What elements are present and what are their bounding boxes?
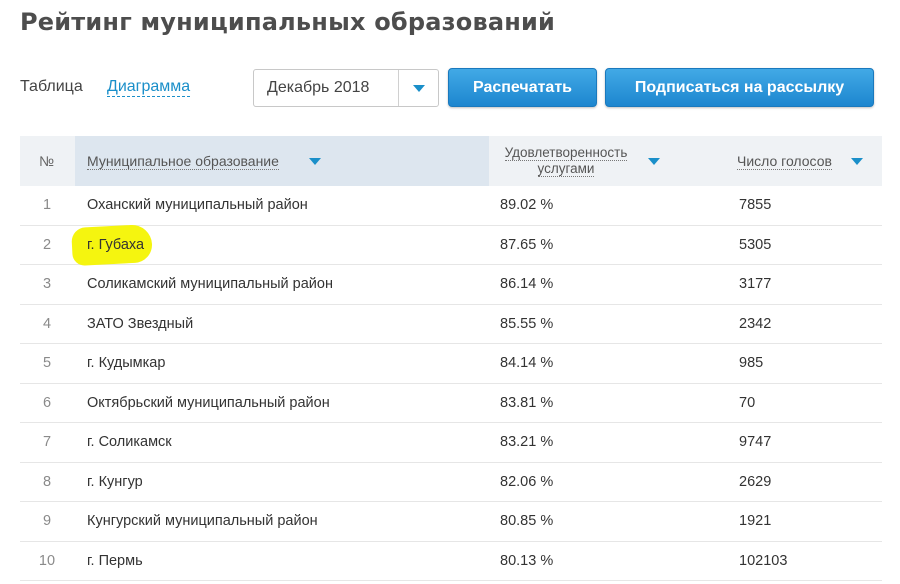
- row-satisfaction: 83.81 %: [500, 394, 554, 411]
- table-row[interactable]: 10 г. Пермь 80.13 % 102103: [20, 542, 882, 581]
- row-satisfaction: 87.65 %: [500, 236, 554, 253]
- row-rank: 6: [42, 394, 52, 411]
- table-view-label: Таблица: [20, 78, 83, 95]
- sort-arrow-icon: [309, 158, 321, 165]
- column-header-satisfaction-label-2: услугами: [537, 161, 595, 177]
- column-header-satisfaction[interactable]: Удовлетворенность услугами: [496, 145, 660, 177]
- row-rank: 7: [42, 434, 52, 450]
- row-satisfaction: 82.06 %: [500, 473, 554, 490]
- row-municipality: г. Губаха: [87, 236, 145, 253]
- table-header: № Муниципальное образование Удовлетворен…: [20, 136, 882, 186]
- row-municipality: г. Соликамск: [87, 434, 172, 450]
- row-votes: 9747: [739, 434, 772, 450]
- row-rank: 2: [42, 236, 52, 253]
- table-row[interactable]: 3 Соликамский муниципальный район 86.14 …: [20, 265, 882, 305]
- chart-view-link[interactable]: Диаграмма: [107, 78, 191, 97]
- sort-arrow-icon: [648, 158, 660, 165]
- column-header-votes-label: Число голосов: [737, 153, 832, 170]
- row-satisfaction: 86.14 %: [500, 276, 554, 292]
- row-satisfaction: 89.02 %: [500, 197, 554, 213]
- row-rank: 5: [42, 355, 52, 371]
- row-votes: 70: [739, 394, 756, 411]
- period-select[interactable]: Декабрь 2018: [253, 69, 439, 107]
- table-row[interactable]: 2 г. Губаха 87.65 % 5305: [20, 223, 882, 266]
- row-municipality: ЗАТО Звездный: [87, 315, 194, 332]
- rating-table: № Муниципальное образование Удовлетворен…: [20, 136, 882, 581]
- table-row[interactable]: 4 ЗАТО Звездный 85.55 % 2342: [20, 305, 882, 344]
- chevron-down-icon: [412, 84, 425, 92]
- print-button[interactable]: Распечатать: [448, 68, 597, 107]
- table-row[interactable]: 5 г. Кудымкар 84.14 % 985: [20, 344, 882, 384]
- column-header-num: №: [39, 153, 55, 169]
- row-rank: 9: [42, 513, 52, 529]
- column-header-name-label: Муниципальное образование: [87, 153, 279, 170]
- row-municipality: г. Пермь: [87, 552, 143, 569]
- row-satisfaction: 80.85 %: [500, 513, 554, 529]
- subscribe-button[interactable]: Подписаться на рассылку: [605, 68, 874, 107]
- row-votes: 985: [739, 355, 764, 371]
- row-municipality: Кунгурский муниципальный район: [87, 513, 318, 529]
- row-votes: 7855: [739, 197, 772, 213]
- period-select-toggle[interactable]: [398, 70, 438, 106]
- column-header-name[interactable]: Муниципальное образование: [87, 153, 321, 170]
- row-satisfaction: 83.21 %: [500, 434, 554, 450]
- row-votes: 5305: [739, 236, 772, 253]
- table-row[interactable]: 6 Октябрьский муниципальный район 83.81 …: [20, 384, 882, 423]
- column-header-satisfaction-label-1: Удовлетворенность: [504, 145, 628, 161]
- table-row[interactable]: 1 Оханский муниципальный район 89.02 % 7…: [20, 186, 882, 226]
- row-municipality: г. Кунгур: [87, 473, 143, 490]
- column-header-votes[interactable]: Число голосов: [737, 153, 863, 170]
- view-toggle: Таблица Диаграмма: [20, 78, 191, 97]
- table-row[interactable]: 8 г. Кунгур 82.06 % 2629: [20, 463, 882, 502]
- row-votes: 102103: [739, 552, 788, 569]
- row-municipality: Соликамский муниципальный район: [87, 276, 333, 292]
- row-rank: 8: [42, 473, 52, 490]
- row-municipality: Октябрьский муниципальный район: [87, 394, 330, 411]
- page-title: Рейтинг муниципальных образований: [20, 8, 556, 36]
- row-rank: 1: [42, 197, 52, 213]
- row-satisfaction: 80.13 %: [500, 552, 554, 569]
- period-select-value: Декабрь 2018: [267, 79, 370, 96]
- table-row[interactable]: 7 г. Соликамск 83.21 % 9747: [20, 423, 882, 463]
- table-row[interactable]: 9 Кунгурский муниципальный район 80.85 %…: [20, 502, 882, 542]
- row-rank: 3: [42, 276, 52, 292]
- row-municipality: Оханский муниципальный район: [87, 197, 308, 213]
- sort-arrow-icon: [851, 158, 863, 165]
- row-votes: 1921: [739, 513, 772, 529]
- row-votes: 2342: [739, 315, 772, 332]
- row-municipality: г. Кудымкар: [87, 355, 166, 371]
- row-votes: 3177: [739, 276, 772, 292]
- row-satisfaction: 84.14 %: [500, 355, 554, 371]
- table-body: 1 Оханский муниципальный район 89.02 % 7…: [20, 186, 882, 581]
- sorted-column-highlight: [75, 136, 489, 186]
- row-rank: 4: [42, 315, 52, 332]
- row-satisfaction: 85.55 %: [500, 315, 554, 332]
- row-rank: 10: [38, 552, 56, 569]
- row-votes: 2629: [739, 473, 772, 490]
